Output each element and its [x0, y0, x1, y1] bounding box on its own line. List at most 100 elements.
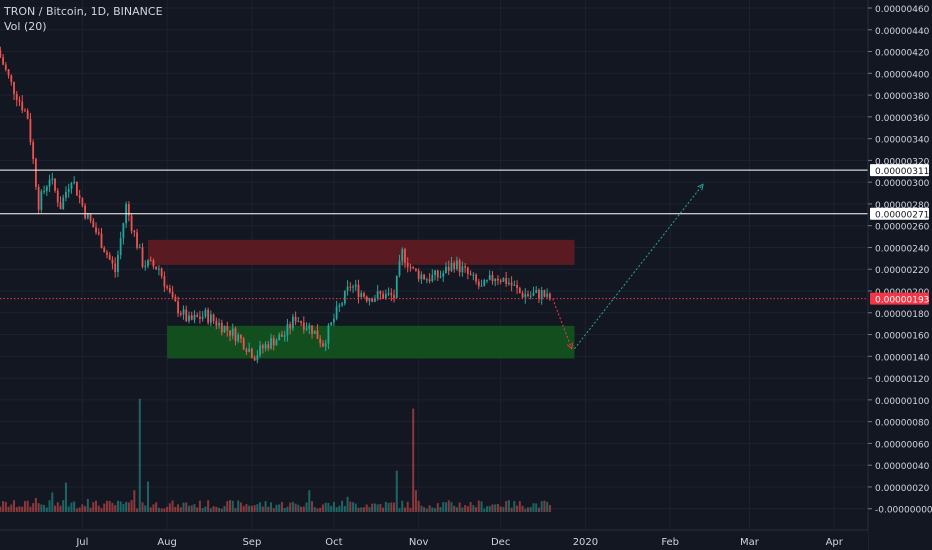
time-tick-label: 2020 — [573, 537, 598, 548]
volume-bar-down — [0, 506, 2, 512]
candle-down — [168, 287, 171, 293]
candle-down — [253, 357, 256, 361]
volume-bar-down — [548, 505, 551, 512]
candle-down — [311, 325, 313, 334]
volume-bar-down — [13, 500, 16, 512]
volume-bar-down — [464, 505, 467, 512]
volume-bar-up — [529, 507, 532, 512]
candle-down — [171, 292, 174, 297]
candle-up — [387, 293, 390, 295]
candle-down — [379, 291, 382, 294]
volume-bar-up — [332, 502, 335, 512]
candle-down — [141, 247, 144, 267]
volume-bar-down — [379, 504, 382, 512]
candle-down — [32, 142, 35, 160]
volume-bar-up — [324, 502, 327, 512]
candle-down — [185, 309, 188, 322]
volume-bar-up — [444, 502, 447, 512]
volume-bar-down — [272, 508, 275, 512]
time-tick-label: Mar — [740, 537, 760, 548]
candle-down — [415, 268, 417, 271]
candle-up — [144, 266, 147, 268]
volume-bar-up — [218, 507, 221, 512]
volume-bar-up — [264, 501, 267, 512]
projection-arrow-0[interactable] — [552, 298, 573, 349]
candle-up — [472, 274, 475, 276]
candle-down — [10, 75, 13, 82]
volume-bar-up — [286, 506, 289, 512]
candle-down — [149, 260, 152, 262]
volume-bar-up — [291, 501, 294, 512]
support-zone[interactable] — [167, 325, 575, 359]
volume-bar-down — [226, 501, 229, 512]
volume-bar-down — [365, 504, 368, 512]
candle-down — [363, 293, 365, 297]
volume-bar-down — [2, 501, 5, 512]
volume-bar-down — [302, 506, 305, 512]
candle-down — [390, 293, 393, 296]
candle-up — [40, 191, 43, 210]
candle-up — [231, 328, 234, 336]
volume-bar-up — [330, 505, 333, 512]
candle-up — [546, 293, 549, 297]
candle-up — [483, 280, 486, 286]
volume-bar-down — [4, 501, 7, 512]
volume-bar-up — [48, 500, 51, 512]
candle-down — [447, 266, 450, 271]
volume-bar-down — [92, 502, 95, 512]
candle-down — [250, 348, 253, 358]
candle-down — [409, 267, 412, 269]
volume-bar-down — [75, 508, 78, 512]
candle-down — [412, 267, 415, 269]
volume-bar-up — [502, 506, 505, 512]
candle-up — [67, 188, 70, 192]
candle-down — [226, 326, 229, 331]
volume-bar-down — [179, 507, 182, 512]
price-tick-label: 0.00000160 — [875, 332, 930, 342]
volume-bar-down — [537, 507, 540, 512]
volume-bar-down — [171, 500, 174, 512]
volume-indicator-label[interactable]: Vol (20) — [4, 20, 47, 33]
volume-bar-down — [371, 503, 374, 512]
candle-down — [136, 232, 138, 248]
volume-bar-up — [278, 504, 281, 512]
volume-bar-down — [29, 506, 32, 512]
volume-bar-up — [524, 508, 527, 512]
candle-up — [119, 238, 122, 256]
candle-down — [466, 267, 469, 274]
time-tick-label: Dec — [491, 537, 510, 548]
resistance-zone[interactable] — [147, 239, 575, 265]
candle-up — [486, 279, 488, 281]
volume-bar-down — [505, 501, 508, 512]
candle-up — [461, 266, 464, 273]
candle-down — [469, 273, 472, 275]
candle-down — [229, 330, 231, 336]
candle-down — [516, 284, 518, 289]
candle-up — [291, 316, 294, 329]
volume-bar-up — [535, 503, 538, 512]
price-tick-label: 0.00000140 — [875, 353, 930, 363]
volume-bar-up — [327, 502, 330, 512]
projection-arrowhead-0 — [566, 342, 573, 350]
symbol-label[interactable]: TRON / Bitcoin, 1D, BINANCE — [4, 5, 163, 18]
candle-up — [248, 348, 251, 352]
volume-bar-up — [461, 507, 464, 512]
candle-down — [21, 101, 24, 111]
candle-up — [324, 343, 327, 347]
volume-bar-down — [357, 507, 360, 512]
volume-bar-down — [447, 500, 450, 512]
candle-down — [393, 295, 395, 298]
candle-down — [240, 335, 242, 339]
volume-bar-down — [18, 506, 21, 512]
candle-up — [442, 273, 445, 277]
volume-bar-up — [425, 508, 428, 512]
candle-down — [89, 213, 92, 221]
candle-down — [475, 274, 477, 282]
candle-down — [499, 280, 502, 282]
projection-arrow-1[interactable] — [574, 184, 704, 350]
candle-up — [308, 325, 311, 329]
volume-bar-up — [420, 505, 423, 512]
volume-bar-down — [289, 502, 292, 512]
volume-bar-down — [496, 504, 499, 512]
